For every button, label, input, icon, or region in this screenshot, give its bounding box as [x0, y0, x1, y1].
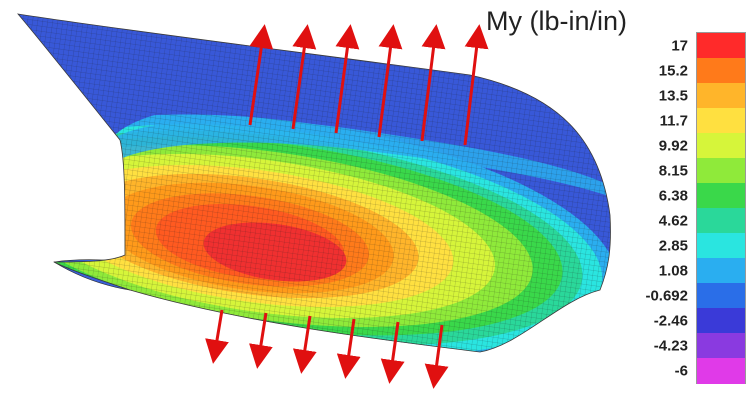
legend-tick-label: -0.692 [645, 287, 688, 304]
legend-swatch [697, 158, 745, 184]
legend-tick-label: 17 [671, 37, 688, 54]
arrows-bottom [205, 309, 449, 389]
legend-swatch [697, 258, 745, 284]
legend-swatch [697, 233, 745, 259]
load-arrow-down [380, 321, 405, 384]
legend-tick-label: 6.38 [658, 187, 688, 204]
load-arrow-up [291, 24, 317, 130]
color-legend-bar [696, 32, 746, 384]
legend-tick-label: 8.15 [658, 162, 688, 179]
legend-tick-label: -4.23 [653, 337, 688, 354]
load-arrow-up [377, 24, 403, 138]
shell-surface [18, 14, 611, 352]
load-arrow-up [248, 24, 274, 126]
legend-swatch [697, 308, 745, 334]
legend-tick-label: 9.92 [658, 137, 688, 154]
load-arrow-up [463, 24, 489, 146]
legend-swatch [697, 183, 745, 209]
load-arrow-down [249, 312, 273, 369]
legend-swatch [697, 333, 745, 359]
load-arrow-down [424, 324, 449, 389]
legend-swatch [697, 283, 745, 309]
legend-tick-label: -6 [674, 362, 688, 379]
load-arrow-down [205, 309, 229, 364]
legend-tick-label: 1.08 [658, 262, 688, 279]
legend-swatch [697, 133, 745, 159]
legend-swatch [697, 108, 745, 134]
load-arrow-up [334, 24, 360, 134]
legend-swatch [697, 83, 745, 109]
legend-swatch [697, 33, 745, 59]
legend-tick-label: 15.2 [658, 62, 688, 79]
legend-swatch [697, 58, 745, 84]
load-arrow-down [336, 318, 361, 379]
legend-tick-label: 4.62 [658, 212, 688, 229]
shell-outline [17, 13, 611, 353]
load-arrow-up [420, 24, 446, 142]
legend-tick-label: 2.85 [658, 237, 688, 254]
legend-swatch [697, 208, 745, 234]
legend-tick-label: 13.5 [658, 87, 688, 104]
load-arrow-down [292, 315, 317, 374]
legend-tick-label: 11.7 [659, 112, 688, 129]
legend-swatch [697, 358, 745, 384]
arrows-top [248, 24, 489, 146]
legend-tick-label: -2.46 [653, 312, 688, 329]
legend-title: My (lb-in/in) [486, 6, 628, 36]
